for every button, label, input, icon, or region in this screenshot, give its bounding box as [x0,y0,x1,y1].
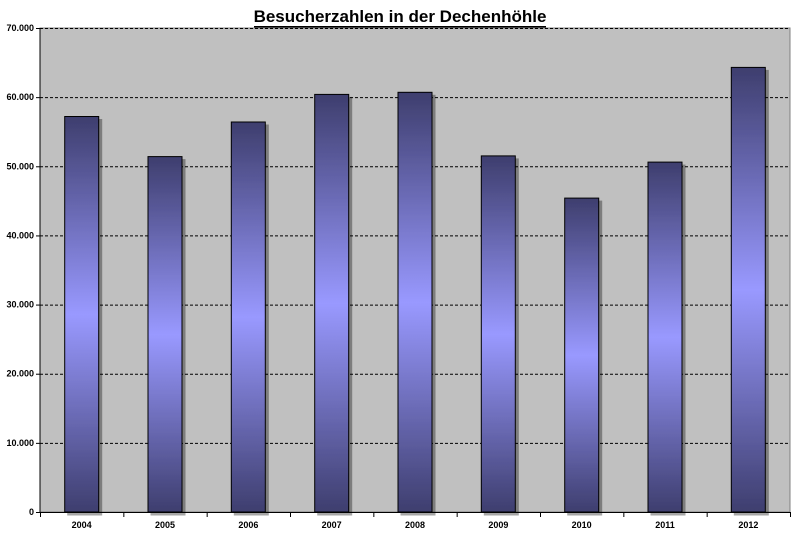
x-tick-label: 2005 [155,520,175,530]
chart-title: Besucherzahlen in der Dechenhöhle [0,7,800,28]
bar-2011 [647,161,683,513]
bar-2008 [397,91,433,513]
bar-2005 [147,156,183,513]
y-tick-label: 60.000 [6,92,34,102]
x-tick-label: 2006 [238,520,258,530]
bar-2006 [230,121,266,513]
x-tick-label: 2010 [572,520,592,530]
x-tick-label: 2009 [488,520,508,530]
bar-2009 [480,155,516,513]
chart-title-text: Besucherzahlen in der Dechenhöhle [253,7,547,28]
x-tick-label: 2004 [72,520,92,530]
bar-2010 [564,197,600,513]
x-tick-label: 2007 [322,520,342,530]
y-tick-labels: 0 10.000 20.000 30.000 40.000 50.000 60.000 70.… [6,23,34,517]
bar-2004 [64,116,100,513]
y-tick-label: 30.000 [6,300,34,310]
y-tick-label: 0 [29,507,34,517]
y-tick-label: 10.000 [6,438,34,448]
x-tick-label: 2008 [405,520,425,530]
y-tick-label: 40.000 [6,230,34,240]
x-tick-label: 2012 [738,520,758,530]
y-tick-label: 70.000 [6,23,34,33]
y-tick-label: 20.000 [6,369,34,379]
x-tick-label: 2011 [655,520,675,530]
x-tick-labels: 2004 2005 2006 2007 2008 2009 2010 2011 2012 [72,520,759,530]
bar-2012 [730,66,766,513]
bars [64,66,766,513]
axes [36,28,791,517]
bar-2007 [314,93,350,513]
y-tick-label: 50.000 [6,161,34,171]
